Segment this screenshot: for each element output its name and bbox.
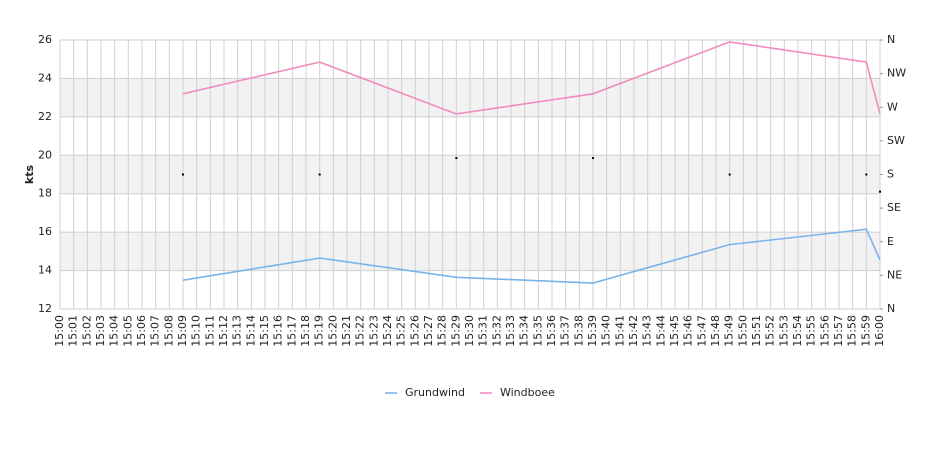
x-tick-label: 15:03 [94, 315, 107, 347]
y-tick-label: 14 [38, 264, 52, 277]
legend-label: Grundwind [405, 386, 465, 399]
x-tick-label: 15:10 [190, 315, 203, 347]
x-tick-label: 15:04 [108, 315, 121, 347]
x-tick-label: 15:43 [641, 315, 654, 347]
x-tick-label: 15:59 [859, 315, 872, 347]
x-tick-label: 15:17 [285, 315, 298, 347]
legend-label: Windboee [500, 386, 555, 399]
x-tick-label: 15:18 [299, 315, 312, 347]
x-tick-label: 15:28 [436, 315, 449, 347]
x-tick-label: 15:56 [818, 315, 831, 347]
x-tick-label: 15:49 [723, 315, 736, 347]
direction-marker [455, 157, 458, 160]
x-tick-label: 15:05 [121, 315, 134, 347]
x-tick-label: 15:27 [422, 315, 435, 347]
x-tick-label: 15:08 [162, 315, 175, 347]
x-tick-label: 15:55 [805, 315, 818, 347]
x-tick-label: 15:19 [313, 315, 326, 347]
direction-marker [318, 173, 321, 176]
y2-tick-label: SE [887, 201, 901, 214]
x-tick-label: 15:29 [449, 315, 462, 347]
x-tick-label: 15:23 [367, 315, 380, 347]
x-tick-label: 15:11 [203, 315, 216, 347]
x-tick-label: 15:22 [354, 315, 367, 347]
x-tick-label: 15:45 [668, 315, 681, 347]
y2-tick-label: S [887, 168, 894, 181]
x-tick-label: 15:20 [326, 315, 339, 347]
x-tick-label: 15:34 [518, 315, 531, 347]
x-tick-label: 15:57 [832, 315, 845, 347]
x-tick-label: 15:26 [408, 315, 421, 347]
y-axis-label: kts [23, 164, 36, 184]
x-tick-label: 15:06 [135, 315, 148, 347]
y-tick-label: 12 [38, 302, 52, 315]
x-tick-label: 15:58 [846, 315, 859, 347]
x-tick-label: 15:37 [559, 315, 572, 347]
y-tick-label: 22 [38, 110, 52, 123]
y2-tick-label: E [887, 235, 894, 248]
x-tick-label: 15:42 [627, 315, 640, 347]
y-tick-label: 20 [38, 148, 52, 161]
x-tick-label: 15:33 [504, 315, 517, 347]
x-tick-label: 15:31 [477, 315, 490, 347]
x-tick-label: 15:13 [231, 315, 244, 347]
y2-tick-label: N [887, 33, 895, 46]
y2-tick-label: SW [887, 134, 905, 147]
series-line [182, 228, 881, 284]
x-tick-label: 15:09 [176, 315, 189, 347]
x-tick-label: 16:00 [873, 315, 886, 347]
x-tick-label: 15:53 [777, 315, 790, 347]
y-tick-label: 16 [38, 225, 52, 238]
x-tick-label: 15:25 [395, 315, 408, 347]
direction-marker [182, 173, 184, 176]
direction-marker [879, 190, 881, 193]
y-tick-label: 24 [38, 71, 52, 84]
x-tick-label: 15:47 [695, 315, 708, 347]
x-tick-label: 15:41 [613, 315, 626, 347]
direction-marker [865, 173, 868, 176]
x-tick-label: 15:36 [545, 315, 558, 347]
x-tick-label: 15:40 [600, 315, 613, 347]
direction-marker [728, 173, 731, 176]
x-tick-label: 15:46 [682, 315, 695, 347]
x-tick-label: 15:12 [217, 315, 230, 347]
x-tick-label: 15:35 [531, 315, 544, 347]
direction-marker [592, 157, 594, 160]
x-tick-label: 15:16 [272, 315, 285, 347]
y2-tick-label: W [887, 100, 898, 113]
x-tick-label: 15:54 [791, 315, 804, 347]
x-tick-label: 15:21 [340, 315, 353, 347]
x-tick-label: 15:24 [381, 315, 394, 347]
x-tick-label: 15:32 [490, 315, 503, 347]
x-tick-label: 15:50 [736, 315, 749, 347]
x-tick-label: 15:14 [244, 315, 257, 347]
x-tick-label: 15:38 [572, 315, 585, 347]
x-tick-label: 15:48 [709, 315, 722, 347]
x-tick-label: 15:39 [586, 315, 599, 347]
x-tick-label: 15:51 [750, 315, 763, 347]
x-tick-label: 15:15 [258, 315, 271, 347]
y-tick-label: 18 [38, 187, 52, 200]
x-tick-label: 15:30 [463, 315, 476, 347]
x-tick-label: 15:02 [80, 315, 93, 347]
x-tick-label: 15:01 [67, 315, 80, 347]
y2-tick-label: NW [887, 67, 906, 80]
y-tick-label: 26 [38, 33, 52, 46]
series-line [182, 41, 881, 115]
x-tick-label: 15:07 [149, 315, 162, 347]
x-tick-label: 15:52 [764, 315, 777, 347]
x-tick-label: 15:00 [53, 315, 66, 347]
y2-tick-label: N [887, 302, 895, 315]
x-tick-label: 15:44 [654, 315, 667, 347]
y2-tick-label: NE [887, 268, 902, 281]
